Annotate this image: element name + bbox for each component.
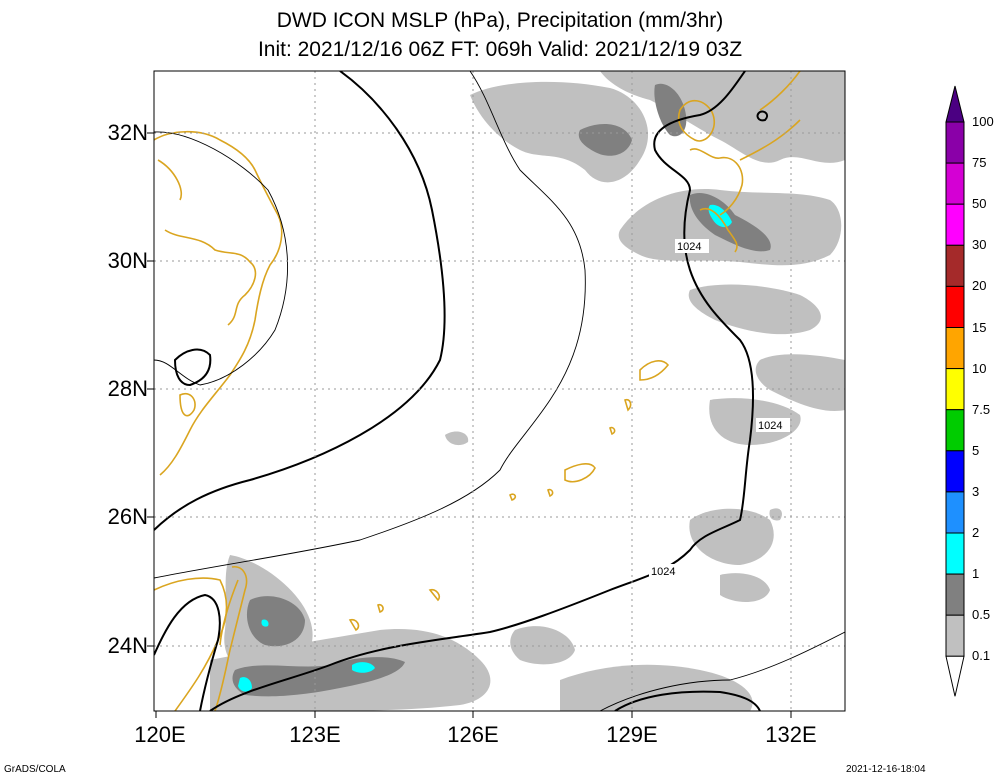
isobar-line: [756, 110, 769, 122]
map-title-line1: DWD ICON MSLP (hPa), Precipitation (mm/3…: [276, 9, 724, 32]
coastlines: [154, 71, 801, 711]
colorbar-level-label: 7.5: [972, 401, 991, 417]
coastline-japan: [689, 148, 744, 253]
colorbar-segment: [945, 121, 965, 164]
colorbar-segment: [945, 368, 965, 411]
axis-ticks: [147, 132, 792, 718]
coastline-fujian: [154, 577, 228, 711]
isobar-label: 1024: [758, 420, 782, 432]
isobar-line: [599, 631, 845, 711]
precip-patch: [352, 662, 375, 673]
lat-label: 26N: [107, 504, 148, 529]
lat-label: 32N: [107, 120, 148, 145]
isobar-line: [154, 71, 446, 531]
colorbar-level-label: 3: [972, 483, 980, 499]
footer-right: 2021-12-16-18:04: [846, 764, 926, 775]
colorbar-level-label: 5: [972, 442, 980, 458]
precip-patch: [654, 83, 687, 137]
colorbar-level-label: 20: [972, 278, 987, 294]
colorbar-level-label: 15: [972, 319, 987, 335]
colorbar-segment: [945, 327, 965, 370]
colorbar-level-label: 100: [972, 114, 994, 129]
precip-patch: [578, 124, 632, 156]
footer-left: GrADS/COLA: [4, 764, 66, 775]
coastline-japan: [739, 71, 801, 161]
colorbar-level-label: 75: [972, 155, 987, 171]
colorbar-level-label: 1: [972, 566, 980, 582]
isobar-line: [154, 131, 288, 386]
isobar-line: [173, 348, 212, 387]
lon-label: 126E: [447, 722, 499, 747]
precip-patch: [689, 508, 774, 565]
colorbar-segment: [945, 244, 965, 287]
isobar-line: [154, 71, 586, 579]
colorbar-segment: [945, 573, 965, 616]
colorbar-segment: [945, 614, 965, 657]
precip-patch: [720, 573, 770, 602]
isobar-line: [209, 71, 754, 711]
isobar-line: [154, 593, 221, 711]
colorbar-level-label: 0.5: [972, 607, 991, 623]
precip-patch: [445, 431, 469, 446]
coastline-islands: [348, 588, 441, 632]
map-plot-area: [154, 71, 845, 711]
precip-patch: [246, 596, 305, 647]
precip-patch: [470, 81, 649, 183]
colorbar-segment: [945, 162, 965, 205]
colorbar-segment: [945, 491, 965, 534]
colorbar: [945, 85, 965, 697]
map-title-line2: Init: 2021/12/16 06Z FT: 069h Valid: 202…: [257, 38, 743, 61]
colorbar-segment: [945, 532, 965, 575]
precip-patch: [510, 626, 575, 665]
colorbar-segment: [945, 450, 965, 493]
precip-patch: [709, 398, 801, 445]
lat-label: 24N: [107, 633, 148, 658]
colorbar-level-label: 50: [972, 196, 987, 212]
coastline-japan-kyushu: [677, 100, 715, 142]
precip-heavy-areas: [238, 204, 732, 692]
precip-patch: [238, 677, 252, 692]
colorbar-level-label: 10: [972, 360, 987, 376]
lon-label: 123E: [289, 722, 341, 747]
lon-label: 129E: [606, 722, 658, 747]
coastline-china: [157, 159, 257, 326]
colorbar-segment: [945, 85, 965, 123]
lat-label: 28N: [107, 376, 148, 401]
coastline-china: [179, 392, 196, 417]
grid-lines: [154, 71, 845, 711]
colorbar-segment: [945, 285, 965, 328]
colorbar-segment: [945, 409, 965, 452]
colorbar-level-label: 2: [972, 525, 980, 540]
coastline-ryukyu: [509, 463, 596, 501]
isobar-label: 1024: [651, 566, 675, 578]
precip-patch: [708, 204, 732, 228]
lat-label: 30N: [107, 248, 148, 273]
colorbar-segment: [945, 203, 965, 246]
colorbar-level-label: 0.1: [972, 648, 991, 664]
isobars: [154, 71, 845, 711]
precip-patch: [261, 619, 269, 627]
isobar-line: [614, 690, 761, 711]
coastline-ryukyu: [609, 360, 670, 436]
colorbar-level-label: 30: [972, 237, 987, 253]
precip-patch: [560, 664, 753, 711]
precip-patch: [755, 354, 845, 411]
coastline-china: [154, 130, 283, 476]
colorbar-segment: [945, 655, 965, 697]
isobar-label-group: 1024 1024 1024: [649, 239, 790, 578]
isobar-label: 1024: [677, 241, 701, 253]
map-frame: [153, 70, 846, 712]
lon-label: 120E: [134, 722, 186, 747]
lon-label: 132E: [765, 722, 817, 747]
